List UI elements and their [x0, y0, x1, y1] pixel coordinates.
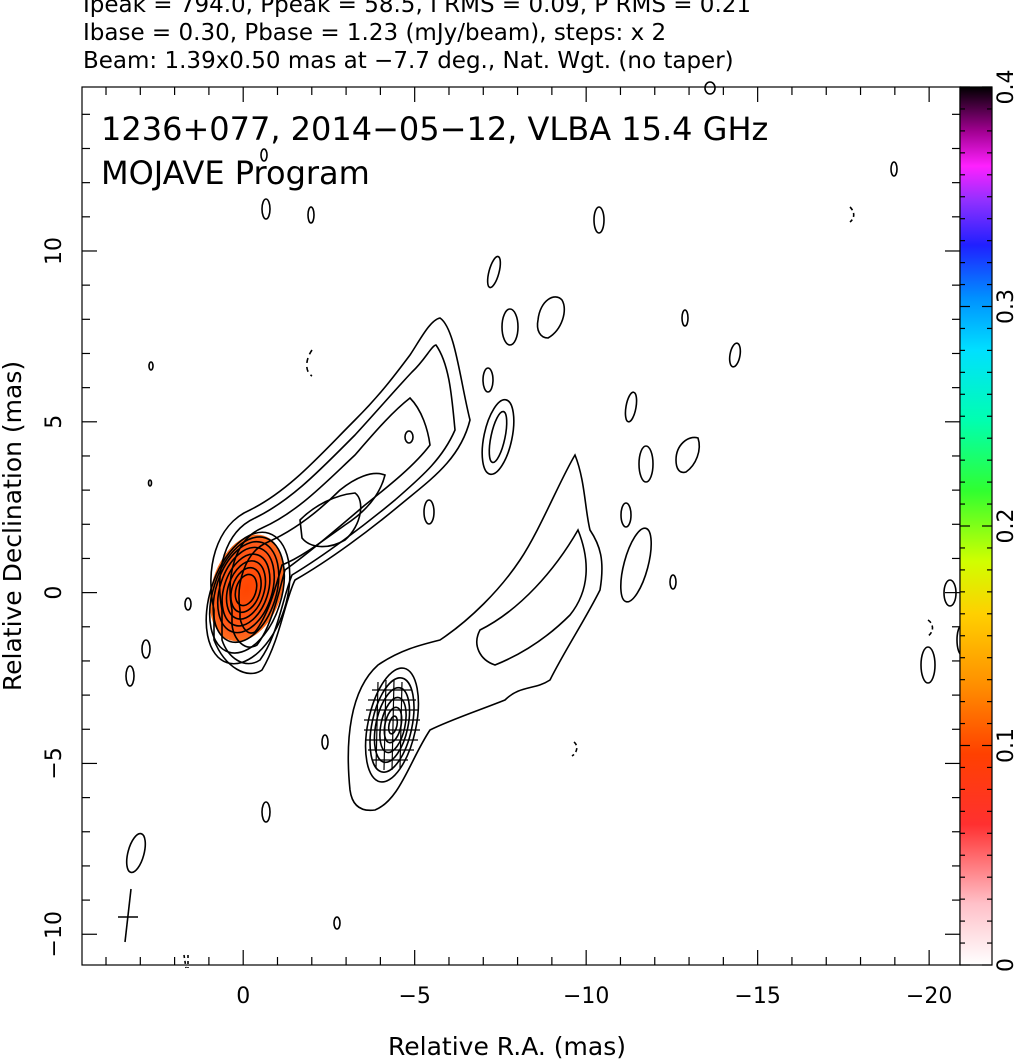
header-line-3: Beam: 1.39x0.50 mas at −7.7 deg., Nat. W…: [83, 48, 734, 74]
x-tick-label: −20: [906, 984, 952, 1009]
colorbar-tick-label: 0.3: [994, 289, 1019, 324]
y-tick-label: −10: [42, 911, 67, 957]
y-axis-label: Relative Declination (mas): [0, 361, 27, 691]
polarization-vectors: [364, 679, 420, 771]
colorbar-tick-labels: 0 0.1 0.2 0.3 0.4: [994, 70, 1019, 973]
x-tick-label: 0: [236, 984, 250, 1009]
x-tick-label: −10: [563, 984, 609, 1009]
y-tick-label: 10: [42, 237, 67, 265]
x-axis-label: Relative R.A. (mas): [388, 1032, 626, 1060]
header-line-1: Ipeak = 794.0, Ppeak = 58.5, I RMS = 0.0…: [83, 0, 752, 18]
axis-ticks: [82, 87, 960, 965]
colorbar-tick-label: 0.2: [994, 509, 1019, 544]
plot-frame: [81, 86, 961, 966]
x-tick-label: −5: [398, 984, 430, 1009]
knot-contours: [347, 453, 603, 812]
jet-contours: [210, 317, 471, 675]
colorbar-tick-label: 0: [994, 958, 1019, 972]
colorbar-tick-label: 0.1: [994, 728, 1019, 763]
noise-contours: [125, 81, 968, 969]
colorbar-tick-label: 0.4: [994, 70, 1019, 105]
y-tick-label: 0: [42, 586, 67, 600]
chart-title: 1236+077, 2014−05−12, VLBA 15.4 GHz: [101, 110, 768, 148]
y-tick-label: −5: [42, 747, 67, 779]
axis-tick-labels: 0 −5 −10 −15 −20 −10 −5 0 5 10: [42, 237, 952, 1009]
header-line-2: Ibase = 0.30, Pbase = 1.23 (mJy/beam), s…: [83, 20, 667, 46]
x-tick-label: −15: [734, 984, 780, 1009]
colorbar-ticks: [960, 86, 992, 966]
beam-marker: [118, 888, 138, 943]
chart-subtitle: MOJAVE Program: [101, 154, 370, 192]
y-tick-label: 5: [42, 415, 67, 429]
